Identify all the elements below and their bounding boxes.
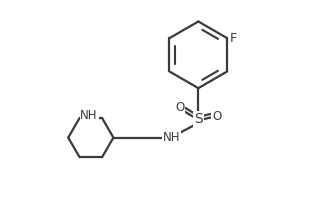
Text: O: O xyxy=(212,110,221,123)
Text: NH: NH xyxy=(163,131,180,144)
Text: F: F xyxy=(230,32,237,45)
Text: NH: NH xyxy=(81,109,98,122)
Text: O: O xyxy=(176,101,185,114)
Text: S: S xyxy=(194,112,203,126)
